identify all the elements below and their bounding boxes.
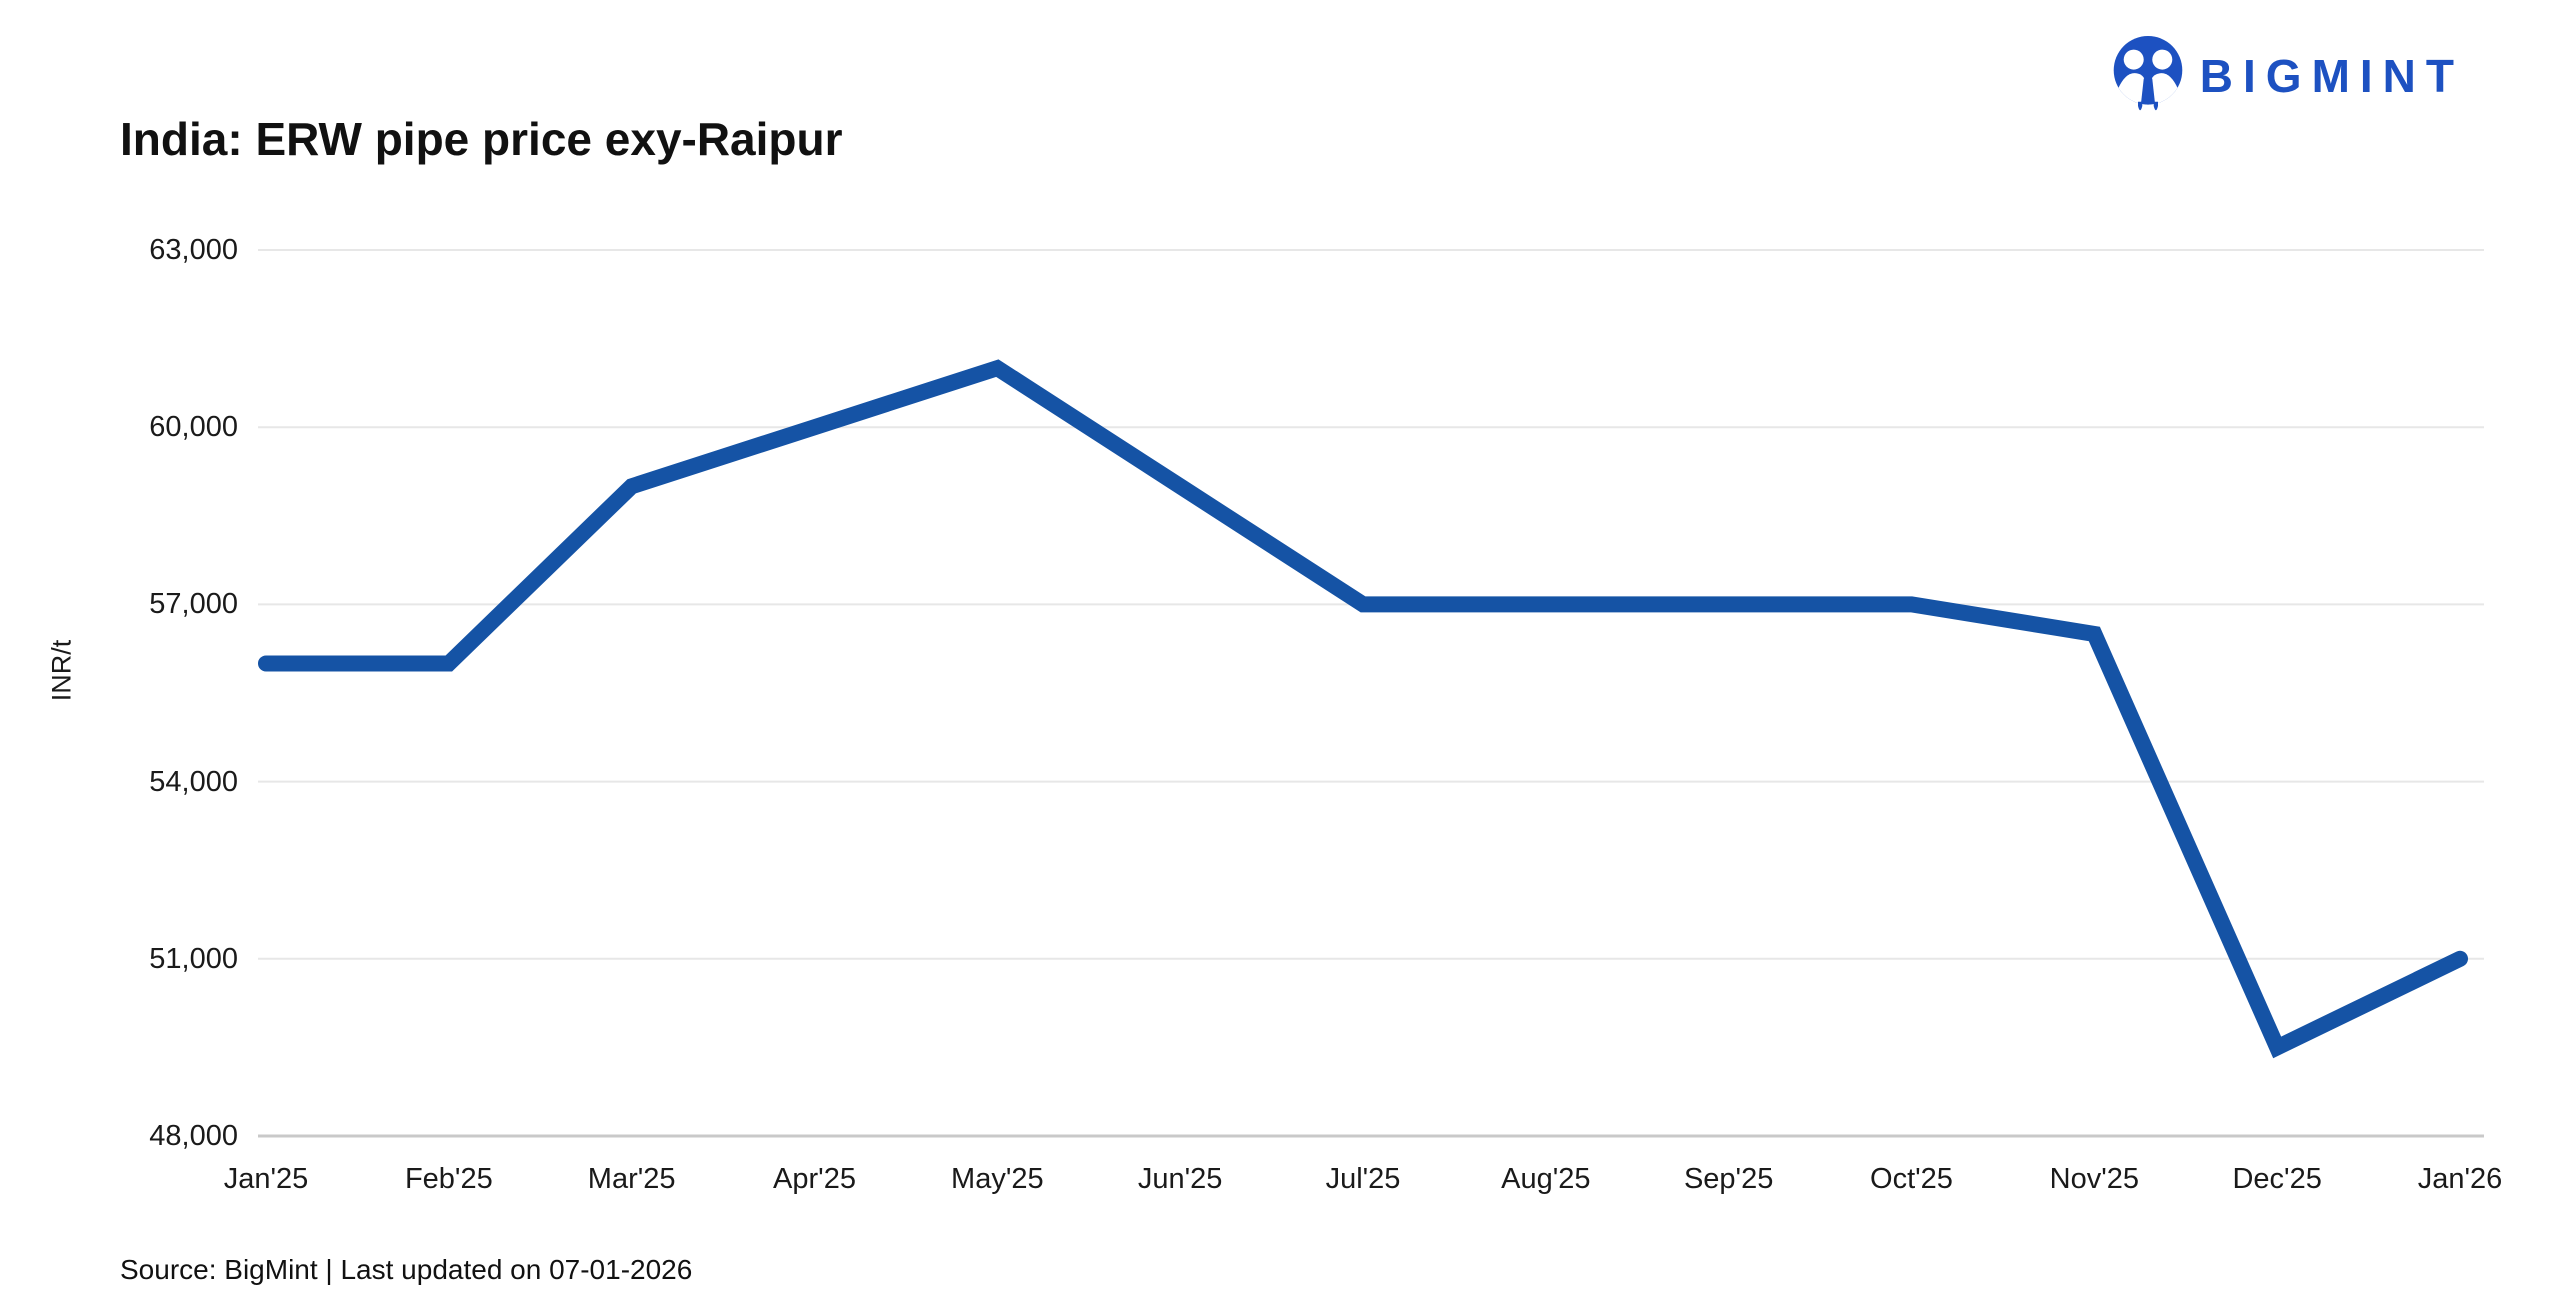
brand-logo: BIGMINT <box>2112 36 2464 116</box>
x-tick-label: Feb'25 <box>404 1163 493 1195</box>
y-tick-label: 60,000 <box>149 411 238 444</box>
source-note: Source: BigMint | Last updated on 07-01-… <box>120 1254 693 1285</box>
x-tick-label: Apr'25 <box>773 1163 856 1195</box>
y-tick-label: 51,000 <box>149 942 238 975</box>
brand-name: BIGMINT <box>2199 50 2464 102</box>
x-tick-label: Sep'25 <box>1683 1163 1774 1195</box>
x-tick-label: Jun'25 <box>1137 1163 1223 1195</box>
x-tick-label: Jul'25 <box>1325 1163 1401 1195</box>
y-axis-title: INR/t <box>46 639 77 702</box>
x-tick-label: Jan'26 <box>2417 1163 2503 1195</box>
y-tick-label: 48,000 <box>149 1120 238 1152</box>
x-tick-label: Jan'25 <box>223 1163 309 1195</box>
x-tick-label: Oct'25 <box>1870 1163 1953 1195</box>
x-tick-label: May'25 <box>951 1163 1044 1195</box>
page-title: India: ERW pipe price exy-Raipur <box>120 113 843 165</box>
y-tick-label: 57,000 <box>149 588 238 621</box>
price-line-series <box>258 359 2468 1059</box>
x-tick-label: Nov'25 <box>2049 1163 2140 1195</box>
bigmint-logo-icon <box>2113 36 2183 111</box>
x-tick-label: Mar'25 <box>587 1163 676 1195</box>
y-tick-label: 63,000 <box>149 234 238 266</box>
x-tick-label: Aug'25 <box>1501 1163 1591 1195</box>
y-tick-label: 54,000 <box>149 765 238 798</box>
x-tick-label: Dec'25 <box>2232 1163 2322 1195</box>
